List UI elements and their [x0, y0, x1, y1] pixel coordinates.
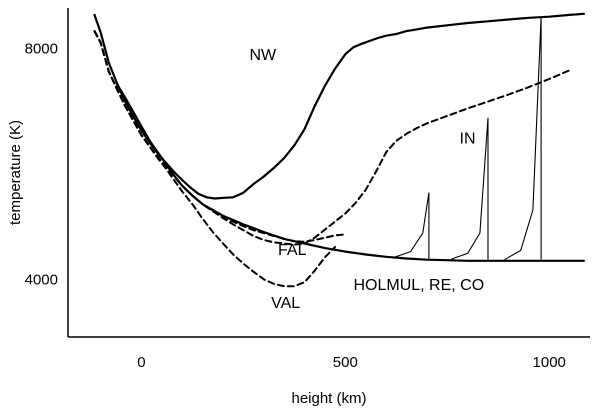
x-axis-title: height (km)	[291, 390, 366, 407]
tick-labels: 0 500 1000 4000 8000	[25, 40, 566, 371]
spike-line-holmul	[394, 192, 430, 260]
y-axis-title: temperature (K)	[7, 120, 24, 225]
annotation-fal: FAL	[278, 242, 307, 259]
series-line-fal	[93, 30, 347, 243]
annotation-val: VAL	[271, 295, 300, 312]
y-tick-label: 8000	[25, 40, 58, 57]
spike-line-co	[504, 16, 542, 261]
x-tick-label: 0	[137, 354, 145, 371]
series-line-in	[93, 30, 571, 246]
annotation-in: IN	[460, 131, 476, 148]
x-tick-label: 500	[333, 354, 358, 371]
y-tick-label: 4000	[25, 271, 58, 288]
series-line-nw	[93, 12, 585, 200]
annotation-holmul-re-co: HOLMUL, RE, CO	[353, 277, 484, 294]
x-tick-label: 1000	[533, 354, 566, 371]
axes	[67, 8, 590, 338]
series-line-holmul-re-co	[115, 83, 585, 262]
annotation-layer: NW IN FAL VAL HOLMUL, RE, CO	[249, 47, 484, 312]
annotation-nw: NW	[249, 47, 277, 64]
series-line-val	[93, 30, 337, 288]
spike-line-re	[451, 117, 489, 261]
series-layer	[93, 12, 585, 288]
